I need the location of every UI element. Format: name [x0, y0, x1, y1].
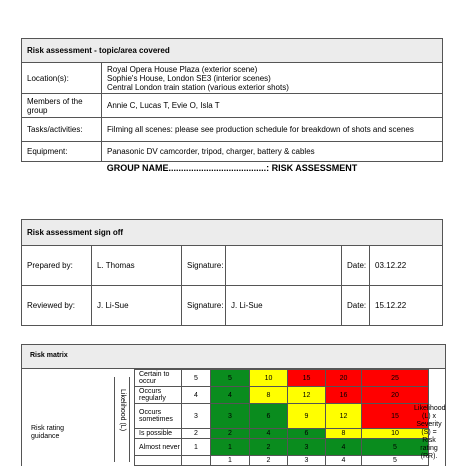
- severity-header-blank-2: [182, 456, 211, 466]
- cell-4-3: 12: [288, 387, 326, 404]
- cell-1-2: 2: [250, 439, 288, 456]
- likelihood-axis: Likelihood (L): [114, 377, 130, 462]
- cell-2-4: 8: [326, 429, 362, 439]
- prepared-date: 03.12.22: [370, 246, 443, 286]
- cell-3-3: 9: [288, 404, 326, 429]
- tasks-label: Tasks/activities:: [22, 118, 102, 142]
- location-line-2: Sophie's House, London SE3 (interior sce…: [107, 74, 442, 83]
- prepared-signature-label: Signature:: [182, 246, 226, 286]
- cell-1-1: 1: [211, 439, 250, 456]
- prepared-signature: [226, 246, 342, 286]
- members-value: Annie C, Lucas T, Evie O, Isla T: [102, 94, 443, 118]
- signoff-title: Risk assessment sign off: [22, 220, 443, 246]
- severity-2: 2: [250, 456, 288, 466]
- likelihood-value-3: 3: [182, 404, 211, 429]
- reviewed-date: 15.12.22: [370, 286, 443, 326]
- row-label-3: Occurs sometimes: [135, 404, 182, 429]
- row-label-2: Is possible: [135, 429, 182, 439]
- risk-matrix-title: Risk matrix: [30, 352, 68, 359]
- equipment-label: Equipment:: [22, 142, 102, 162]
- severity-4: 4: [326, 456, 362, 466]
- cell-2-1: 2: [211, 429, 250, 439]
- row-label-5: Certain to occur: [135, 370, 182, 387]
- cell-4-2: 8: [250, 387, 288, 404]
- risk-matrix-grid: Certain to occur 5 5 10 15 20 25 Occurs …: [134, 369, 429, 466]
- cell-4-4: 16: [326, 387, 362, 404]
- cell-3-2: 6: [250, 404, 288, 429]
- signoff-table: Risk assessment sign off Prepared by: L.…: [21, 219, 443, 326]
- severity-1: 1: [211, 456, 250, 466]
- equipment-value: Panasonic DV camcorder, tripod, charger,…: [102, 142, 443, 162]
- location-line-1: Royal Opera House Plaza (exterior scene): [107, 65, 442, 74]
- likelihood-value-1: 1: [182, 439, 211, 456]
- likelihood-value-4: 4: [182, 387, 211, 404]
- location-line-3: Central London train station (various ex…: [107, 83, 442, 92]
- likelihood-value-5: 5: [182, 370, 211, 387]
- prepared-label: Prepared by:: [22, 246, 92, 286]
- cell-2-3: 6: [288, 429, 326, 439]
- cell-4-5: 20: [362, 387, 429, 404]
- reviewed-signature: J. Li-Sue: [226, 286, 342, 326]
- cell-1-3: 3: [288, 439, 326, 456]
- risk-rating-guidance: Risk rating guidance: [31, 425, 91, 441]
- cell-3-4: 12: [326, 404, 362, 429]
- prepared-name: L. Thomas: [92, 246, 182, 286]
- severity-3: 3: [288, 456, 326, 466]
- likelihood-axis-label: Likelihood (L): [119, 389, 126, 431]
- reviewed-signature-label: Signature:: [182, 286, 226, 326]
- group-heading: GROUP NAME..............................…: [21, 163, 443, 173]
- reviewed-date-label: Date:: [342, 286, 370, 326]
- location-value: Royal Opera House Plaza (exterior scene)…: [102, 63, 443, 94]
- cell-4-1: 4: [211, 387, 250, 404]
- severity-header-blank: [135, 456, 182, 466]
- risk-rating-formula: Likelihood (L) x Severity (S) = Risk rat…: [414, 405, 444, 461]
- location-label: Location(s):: [22, 63, 102, 94]
- risk-matrix-header: Risk matrix: [22, 345, 445, 369]
- topic-table: Risk assessment - topic/area covered Loc…: [21, 38, 443, 162]
- reviewed-label: Reviewed by:: [22, 286, 92, 326]
- row-label-4: Occurs regularly: [135, 387, 182, 404]
- topic-title: Risk assessment - topic/area covered: [22, 39, 443, 63]
- reviewed-name: J. Li-Sue: [92, 286, 182, 326]
- cell-5-4: 20: [326, 370, 362, 387]
- cell-2-2: 4: [250, 429, 288, 439]
- tasks-value: Filming all scenes: please see productio…: [102, 118, 443, 142]
- cell-1-4: 4: [326, 439, 362, 456]
- cell-5-1: 5: [211, 370, 250, 387]
- prepared-date-label: Date:: [342, 246, 370, 286]
- likelihood-value-2: 2: [182, 429, 211, 439]
- cell-5-2: 10: [250, 370, 288, 387]
- cell-5-5: 25: [362, 370, 429, 387]
- cell-5-3: 15: [288, 370, 326, 387]
- risk-matrix-panel: Risk matrix Risk rating guidance Likelih…: [21, 344, 446, 466]
- members-label: Members of the group: [22, 94, 102, 118]
- cell-3-1: 3: [211, 404, 250, 429]
- row-label-1: Almost never: [135, 439, 182, 456]
